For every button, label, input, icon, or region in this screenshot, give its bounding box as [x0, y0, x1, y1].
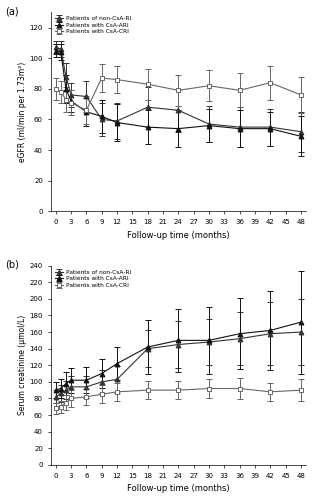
Y-axis label: Serum creatinine (µmol/L): Serum creatinine (µmol/L): [18, 315, 27, 416]
Y-axis label: eGFR (ml/min per 1.73m²): eGFR (ml/min per 1.73m²): [18, 62, 27, 162]
X-axis label: Follow-up time (months): Follow-up time (months): [127, 484, 230, 493]
Legend: Patients of non-CsA-RI, Patients with CsA-ARI, Patients with CsA-CRI: Patients of non-CsA-RI, Patients with Cs…: [54, 268, 132, 289]
X-axis label: Follow-up time (months): Follow-up time (months): [127, 230, 230, 239]
Text: (b): (b): [5, 260, 18, 270]
Legend: Patients of non-CsA-RI, Patients with CsA-ARI, Patients with CsA-CRI: Patients of non-CsA-RI, Patients with Cs…: [54, 15, 132, 36]
Text: (a): (a): [5, 6, 18, 16]
